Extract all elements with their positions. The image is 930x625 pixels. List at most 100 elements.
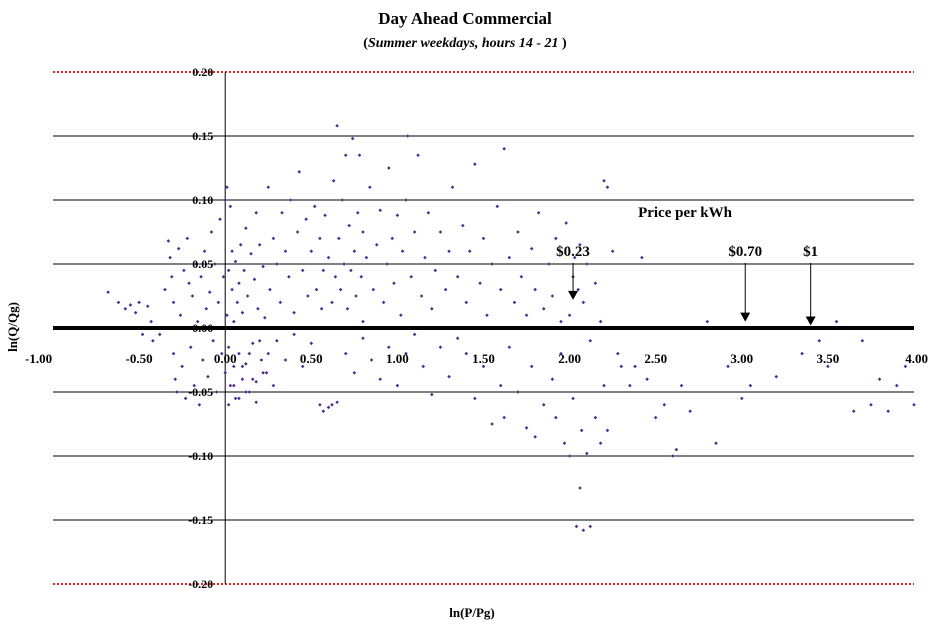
data-point <box>438 345 443 349</box>
data-point <box>361 336 365 341</box>
data-point <box>228 383 233 388</box>
price-label: $0.23 <box>556 244 590 260</box>
data-point <box>602 179 606 183</box>
data-point <box>187 281 191 285</box>
data-point <box>163 287 167 292</box>
data-point <box>249 251 253 256</box>
data-point <box>166 239 171 243</box>
data-point <box>400 249 405 253</box>
y-axis-label: ln(Q/Qg) <box>5 302 20 352</box>
data-point <box>321 268 326 273</box>
price-annotations: $0.23 $0.70 $1 <box>556 244 818 326</box>
data-point <box>266 185 271 189</box>
data-point <box>342 262 346 266</box>
data-point <box>438 230 443 234</box>
data-point <box>774 374 779 379</box>
data-point <box>390 236 395 241</box>
data-point <box>232 364 236 369</box>
data-point <box>140 332 145 337</box>
data-point <box>170 275 174 279</box>
data-point <box>326 255 331 260</box>
data-point <box>481 236 486 241</box>
data-point <box>256 307 260 311</box>
data-point <box>412 230 417 234</box>
data-point <box>201 358 205 362</box>
data-point <box>304 217 308 221</box>
data-point <box>204 307 209 311</box>
data-point <box>605 185 610 189</box>
y-tick-label: 0.20 <box>192 65 213 79</box>
x-tick-label: 4.00 <box>905 351 928 366</box>
data-point <box>572 255 577 260</box>
data-point <box>300 268 305 273</box>
data-point <box>292 310 296 315</box>
data-point <box>392 281 396 285</box>
data-point <box>283 358 288 362</box>
y-tick-label: 0.10 <box>192 193 213 207</box>
data-point <box>903 364 908 369</box>
y-tick-label: 0.00 <box>192 321 213 335</box>
data-point <box>171 351 176 356</box>
data-point <box>232 319 236 324</box>
data-point <box>364 255 369 260</box>
data-point <box>602 383 606 388</box>
data-point <box>338 287 343 292</box>
x-tick-label: 2.50 <box>644 351 667 366</box>
data-point <box>257 339 262 343</box>
data-point <box>562 441 567 445</box>
data-point <box>567 313 572 317</box>
data-point <box>213 262 217 266</box>
price-label: $1 <box>803 244 818 260</box>
data-point <box>237 396 241 401</box>
data-point <box>190 294 195 298</box>
data-point <box>894 383 899 388</box>
data-point <box>271 383 276 388</box>
data-point <box>404 351 408 356</box>
chart-subtitle: (Summer weekdays, hours 14 - 21 ) <box>363 36 567 51</box>
data-point <box>219 351 224 356</box>
annotation-arrow-head <box>740 312 751 322</box>
data-point <box>171 300 176 305</box>
price-per-kwh-label: Price per kWh <box>638 205 733 221</box>
data-point <box>395 213 400 218</box>
data-point <box>578 486 582 490</box>
gridlines <box>53 71 914 585</box>
data-point <box>250 377 255 381</box>
data-point <box>335 123 339 128</box>
data-point <box>404 198 408 202</box>
data-point <box>209 230 214 234</box>
annotation-arrow-head <box>805 316 816 326</box>
data-point <box>559 319 563 324</box>
data-point <box>564 221 568 225</box>
data-point <box>502 147 506 151</box>
data-point <box>233 396 238 401</box>
data-point <box>183 396 188 401</box>
data-point <box>628 383 632 388</box>
data-point <box>237 351 241 356</box>
data-point <box>232 383 236 388</box>
data-point <box>800 351 804 356</box>
data-point <box>145 304 150 309</box>
data-point <box>195 319 200 324</box>
data-point <box>252 277 257 282</box>
data-point <box>519 275 524 279</box>
data-point <box>318 403 322 407</box>
data-point <box>574 524 579 529</box>
x-tick-label: 3.00 <box>730 351 753 366</box>
x-tick-label: 2.00 <box>558 351 581 366</box>
data-point <box>280 211 284 215</box>
data-point <box>211 339 215 343</box>
data-point <box>490 422 494 426</box>
data-point <box>512 300 517 305</box>
data-point <box>254 211 258 215</box>
data-point <box>495 204 500 209</box>
y-tick-labels: -0.20 -0.15 -0.10 -0.05 0.00 0.05 0.10 0.15 0.20 <box>188 65 213 591</box>
data-point <box>524 313 529 317</box>
data-point <box>128 303 133 307</box>
data-point <box>355 211 360 215</box>
data-point <box>579 428 584 433</box>
data-point <box>207 290 212 294</box>
data-point <box>581 528 586 533</box>
data-point <box>576 287 581 292</box>
